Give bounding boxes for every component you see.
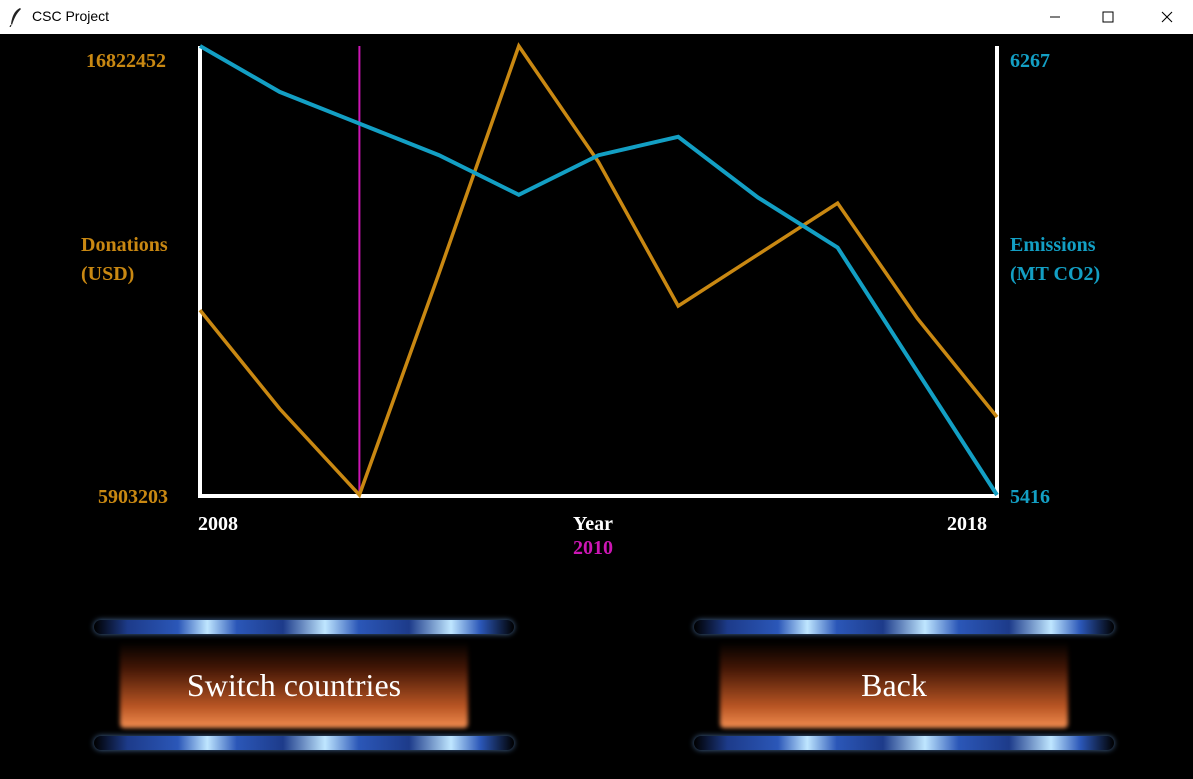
button-top-rail xyxy=(694,620,1114,634)
button-fire-background xyxy=(720,642,1068,728)
close-icon xyxy=(1161,11,1173,23)
right-axis-title-line2: (MT CO2) xyxy=(1010,263,1101,285)
left-axis-max-label: 16822452 xyxy=(86,50,166,72)
close-button[interactable] xyxy=(1144,0,1190,34)
back-button[interactable]: Back xyxy=(694,620,1114,750)
selected-year-label: 2010 xyxy=(573,537,613,559)
x-axis-start-label: 2008 xyxy=(198,513,238,535)
emissions-series-line xyxy=(199,44,999,497)
feather-icon xyxy=(9,8,21,27)
maximize-button[interactable] xyxy=(1085,0,1131,34)
right-axis-max-label: 6267 xyxy=(1010,50,1050,72)
button-bottom-rail xyxy=(94,736,514,750)
right-axis-min-label: 5416 xyxy=(1010,486,1050,508)
button-top-rail xyxy=(94,620,514,634)
switch-countries-label: Switch countries xyxy=(186,666,402,703)
maximize-icon xyxy=(1102,11,1114,23)
donations-series-line xyxy=(198,42,999,499)
window-titlebar: CSC Project xyxy=(0,0,1193,34)
switch-countries-button[interactable]: Switch countries xyxy=(94,620,514,750)
right-axis-title-line1: Emissions xyxy=(1010,234,1096,256)
x-axis-title: Year xyxy=(573,513,613,535)
dual-axis-line-chart xyxy=(198,42,999,499)
left-axis-min-label: 5903203 xyxy=(98,486,168,508)
left-axis-title-line2: (USD) xyxy=(81,263,135,285)
button-bottom-rail xyxy=(694,736,1114,750)
window-title: CSC Project xyxy=(32,8,110,24)
minimize-button[interactable] xyxy=(1032,0,1078,34)
left-axis-title-line1: Donations xyxy=(81,234,168,256)
back-label: Back xyxy=(861,666,927,703)
x-axis-end-label: 2018 xyxy=(947,513,987,535)
button-fire-background xyxy=(120,642,468,728)
minimize-icon xyxy=(1050,16,1060,18)
app-canvas: 16822452 5903203 Donations (USD) 6267 54… xyxy=(0,34,1193,779)
